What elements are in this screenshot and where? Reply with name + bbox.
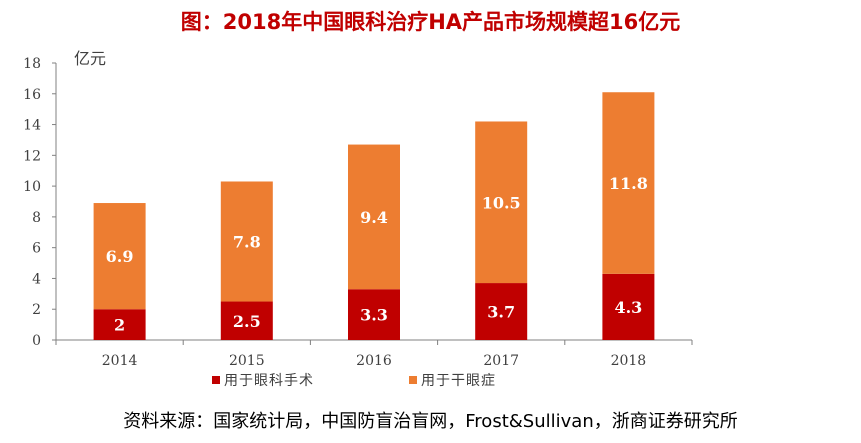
legend-swatch-dry-eye [409,376,417,384]
bar-segment-surgery [475,283,528,340]
source-note: 资料来源：国家统计局，中国防盲治盲网，Frost&Sullivan，浙商证券研究… [123,411,738,432]
bar-segment-dry-eye [602,92,655,274]
data-label: 2 [114,316,125,335]
data-label: 9.4 [360,208,388,227]
data-label: 6.9 [106,247,134,266]
bar-segment-surgery [93,309,146,340]
legend-swatch-surgery [212,376,220,384]
data-label: 11.8 [609,174,648,193]
x-tick-label: 2017 [483,353,519,369]
bar-segment-dry-eye [475,121,528,284]
data-label: 10.5 [482,193,521,212]
y-tick-label: 2 [32,302,41,318]
legend-label-surgery: 用于眼科手术 [224,373,314,389]
y-tick-label: 4 [32,271,41,287]
y-tick-label: 16 [23,87,41,103]
y-tick-label: 14 [23,118,41,134]
stacked-bar-chart: 0 2 4 6 8 10 12 14 16 18 亿元 2 6.9 2014 2.5 7.8 2015 3.3 9.… [23,49,693,389]
y-tick-label: 6 [32,241,41,257]
y-axis-label: 亿元 [74,49,106,68]
data-label: 4.3 [614,298,642,317]
bar-segment-dry-eye [93,203,146,310]
y-tick-label: 8 [32,210,41,226]
x-tick-label: 2018 [611,353,647,369]
chart-title: 图：2018年中国眼科治疗HA产品市场规模超16亿元 [180,10,681,34]
y-tick-label: 18 [23,56,41,72]
bar-segment-dry-eye [220,181,273,302]
y-tick-label: 10 [23,179,41,195]
bar-segment-surgery [348,289,400,340]
bar-segment-dry-eye [348,144,400,290]
data-label: 7.8 [233,233,261,252]
y-tick-label: 12 [23,148,41,164]
x-tick-label: 2016 [356,353,392,369]
data-label: 3.7 [487,303,515,322]
data-label: 2.5 [233,312,261,331]
bar-segment-surgery [602,273,655,340]
legend-label-dry-eye: 用于干眼症 [421,373,496,389]
data-label: 3.3 [360,306,388,325]
bar-segment-surgery [220,301,273,340]
y-tick-label: 0 [32,333,41,349]
x-tick-label: 2015 [229,353,265,369]
x-tick-label: 2014 [102,353,138,369]
